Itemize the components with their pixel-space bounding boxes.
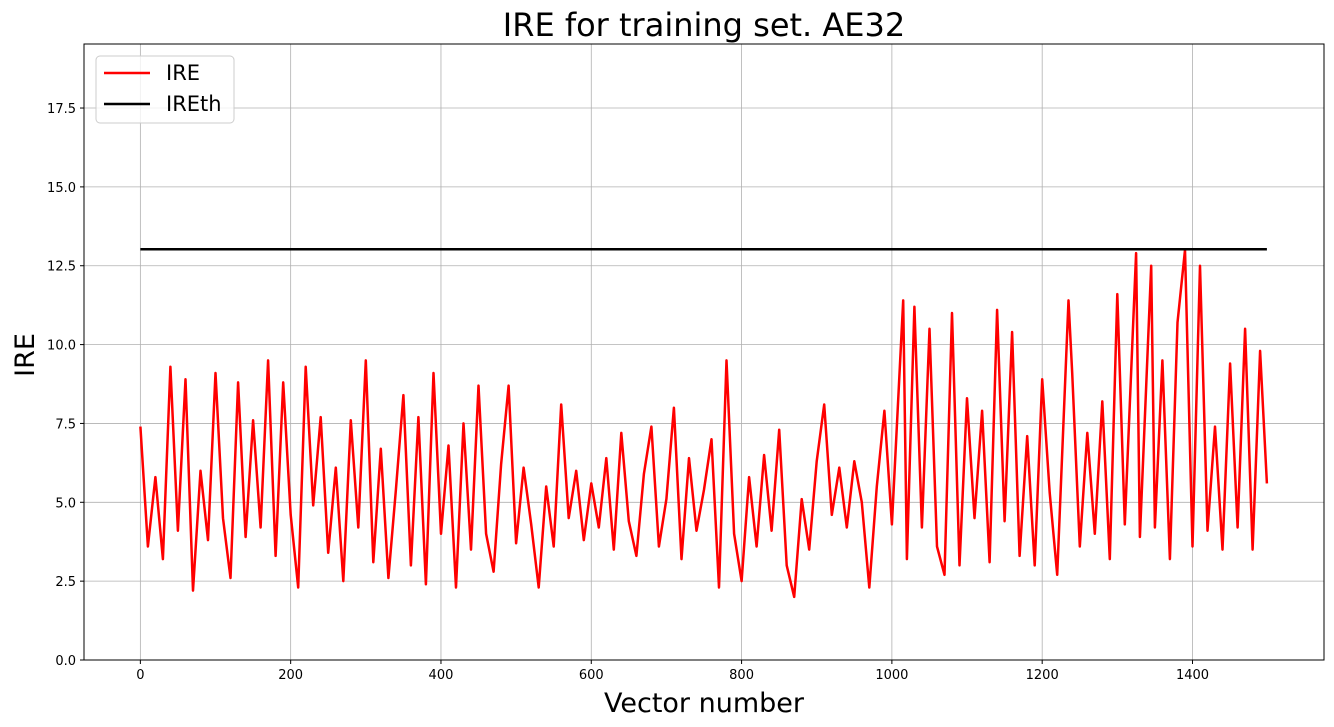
y-tick-label: 15.0: [47, 181, 76, 196]
x-axis-label: Vector number: [604, 688, 805, 719]
y-tick-label: 12.5: [47, 260, 76, 275]
y-tick-label: 0.0: [55, 654, 76, 669]
y-tick-label: 17.5: [47, 102, 76, 117]
y-tick-label: 10.0: [47, 339, 76, 354]
x-tick-label: 1400: [1176, 668, 1209, 683]
x-tick-label: 1200: [1026, 668, 1059, 683]
x-tick-label: 600: [579, 668, 604, 683]
y-tick-label: 5.0: [55, 496, 76, 511]
ticks: 0 200 400 600 800 1000 1200 1400 0.0 2.5 5.0 7.5 10.…: [47, 102, 1209, 683]
x-tick-label: 200: [278, 668, 303, 683]
x-tick-label: 800: [729, 668, 754, 683]
x-tick-label: 400: [429, 668, 454, 683]
chart-title: IRE for training set. AE32: [503, 6, 905, 44]
plot-frame: [83, 43, 1325, 661]
series-line-ire: [139, 248, 1269, 599]
y-tick-label: 2.5: [55, 575, 76, 590]
y-axis-label: IRE: [10, 333, 41, 377]
legend-label-ireth: IREth: [166, 92, 222, 116]
x-tick-label: 1000: [875, 668, 908, 683]
series-layer: [139, 248, 1269, 599]
y-tick-label: 7.5: [55, 417, 76, 432]
legend: IRE IREth: [95, 55, 235, 124]
x-tick-label: 0: [136, 668, 144, 683]
legend-label-ire: IRE: [166, 61, 200, 85]
